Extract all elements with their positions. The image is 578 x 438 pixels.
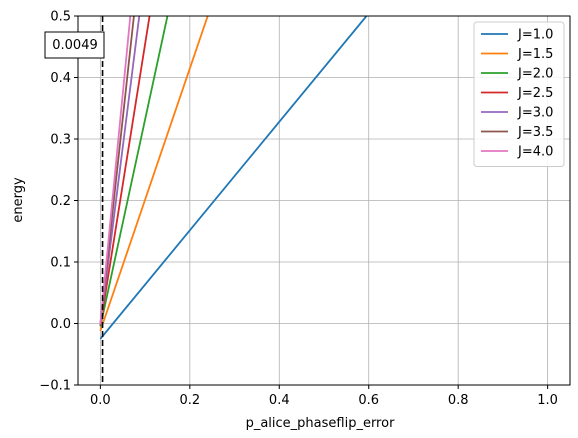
x-tick-label: 0.2 (179, 393, 200, 408)
x-axis-label: p_alice_phaseflip_error (246, 416, 395, 431)
series-lines (99, 16, 368, 340)
x-tick-label: 1.0 (537, 393, 558, 408)
axis-ticks: 0.0 0.2 0.4 0.6 0.8 1.0 −0.1 0.0 0.1 0.2 0.3 0.4 0.5 (39, 10, 558, 409)
x-tick-label: 0.6 (358, 393, 379, 408)
x-tick-label: 0.4 (269, 393, 290, 408)
series-line (99, 16, 209, 332)
y-tick-label: −0.1 (39, 379, 71, 394)
legend-label: J=3.5 (517, 125, 553, 140)
y-tick-label: 0.0 (50, 317, 71, 332)
annotation-text: 0.0049 (52, 38, 98, 53)
series-line (99, 16, 141, 325)
legend-label: J=1.0 (517, 28, 553, 43)
y-tick-label: 0.3 (50, 133, 71, 148)
annotation-frame (44, 31, 105, 59)
x-tick-label: 0.8 (448, 393, 469, 408)
legend-label: J=3.0 (517, 106, 553, 121)
y-tick-label: 0.1 (50, 256, 71, 271)
y-axis-label: energy (11, 177, 26, 223)
y-tick-label: 0.2 (50, 194, 71, 209)
legend-label: J=1.5 (517, 47, 553, 62)
annotation-box: 0.0049 (44, 31, 105, 59)
x-tick-label: 0.0 (90, 393, 111, 408)
legend-label: J=2.5 (517, 86, 553, 101)
series-line (99, 16, 368, 340)
series-line (99, 16, 132, 325)
legend-frame (473, 21, 565, 167)
series-line (99, 16, 151, 326)
y-tick-label: 0.4 (50, 71, 71, 86)
series-line (99, 16, 169, 327)
legend-label: J=4.0 (517, 145, 553, 160)
legend: J=1.0 J=1.5 J=2.0 J=2.5 J=3.0 J=3.5 J=4.0 (473, 21, 565, 167)
legend-label: J=2.0 (517, 67, 553, 82)
y-tick-label: 0.5 (50, 10, 71, 25)
